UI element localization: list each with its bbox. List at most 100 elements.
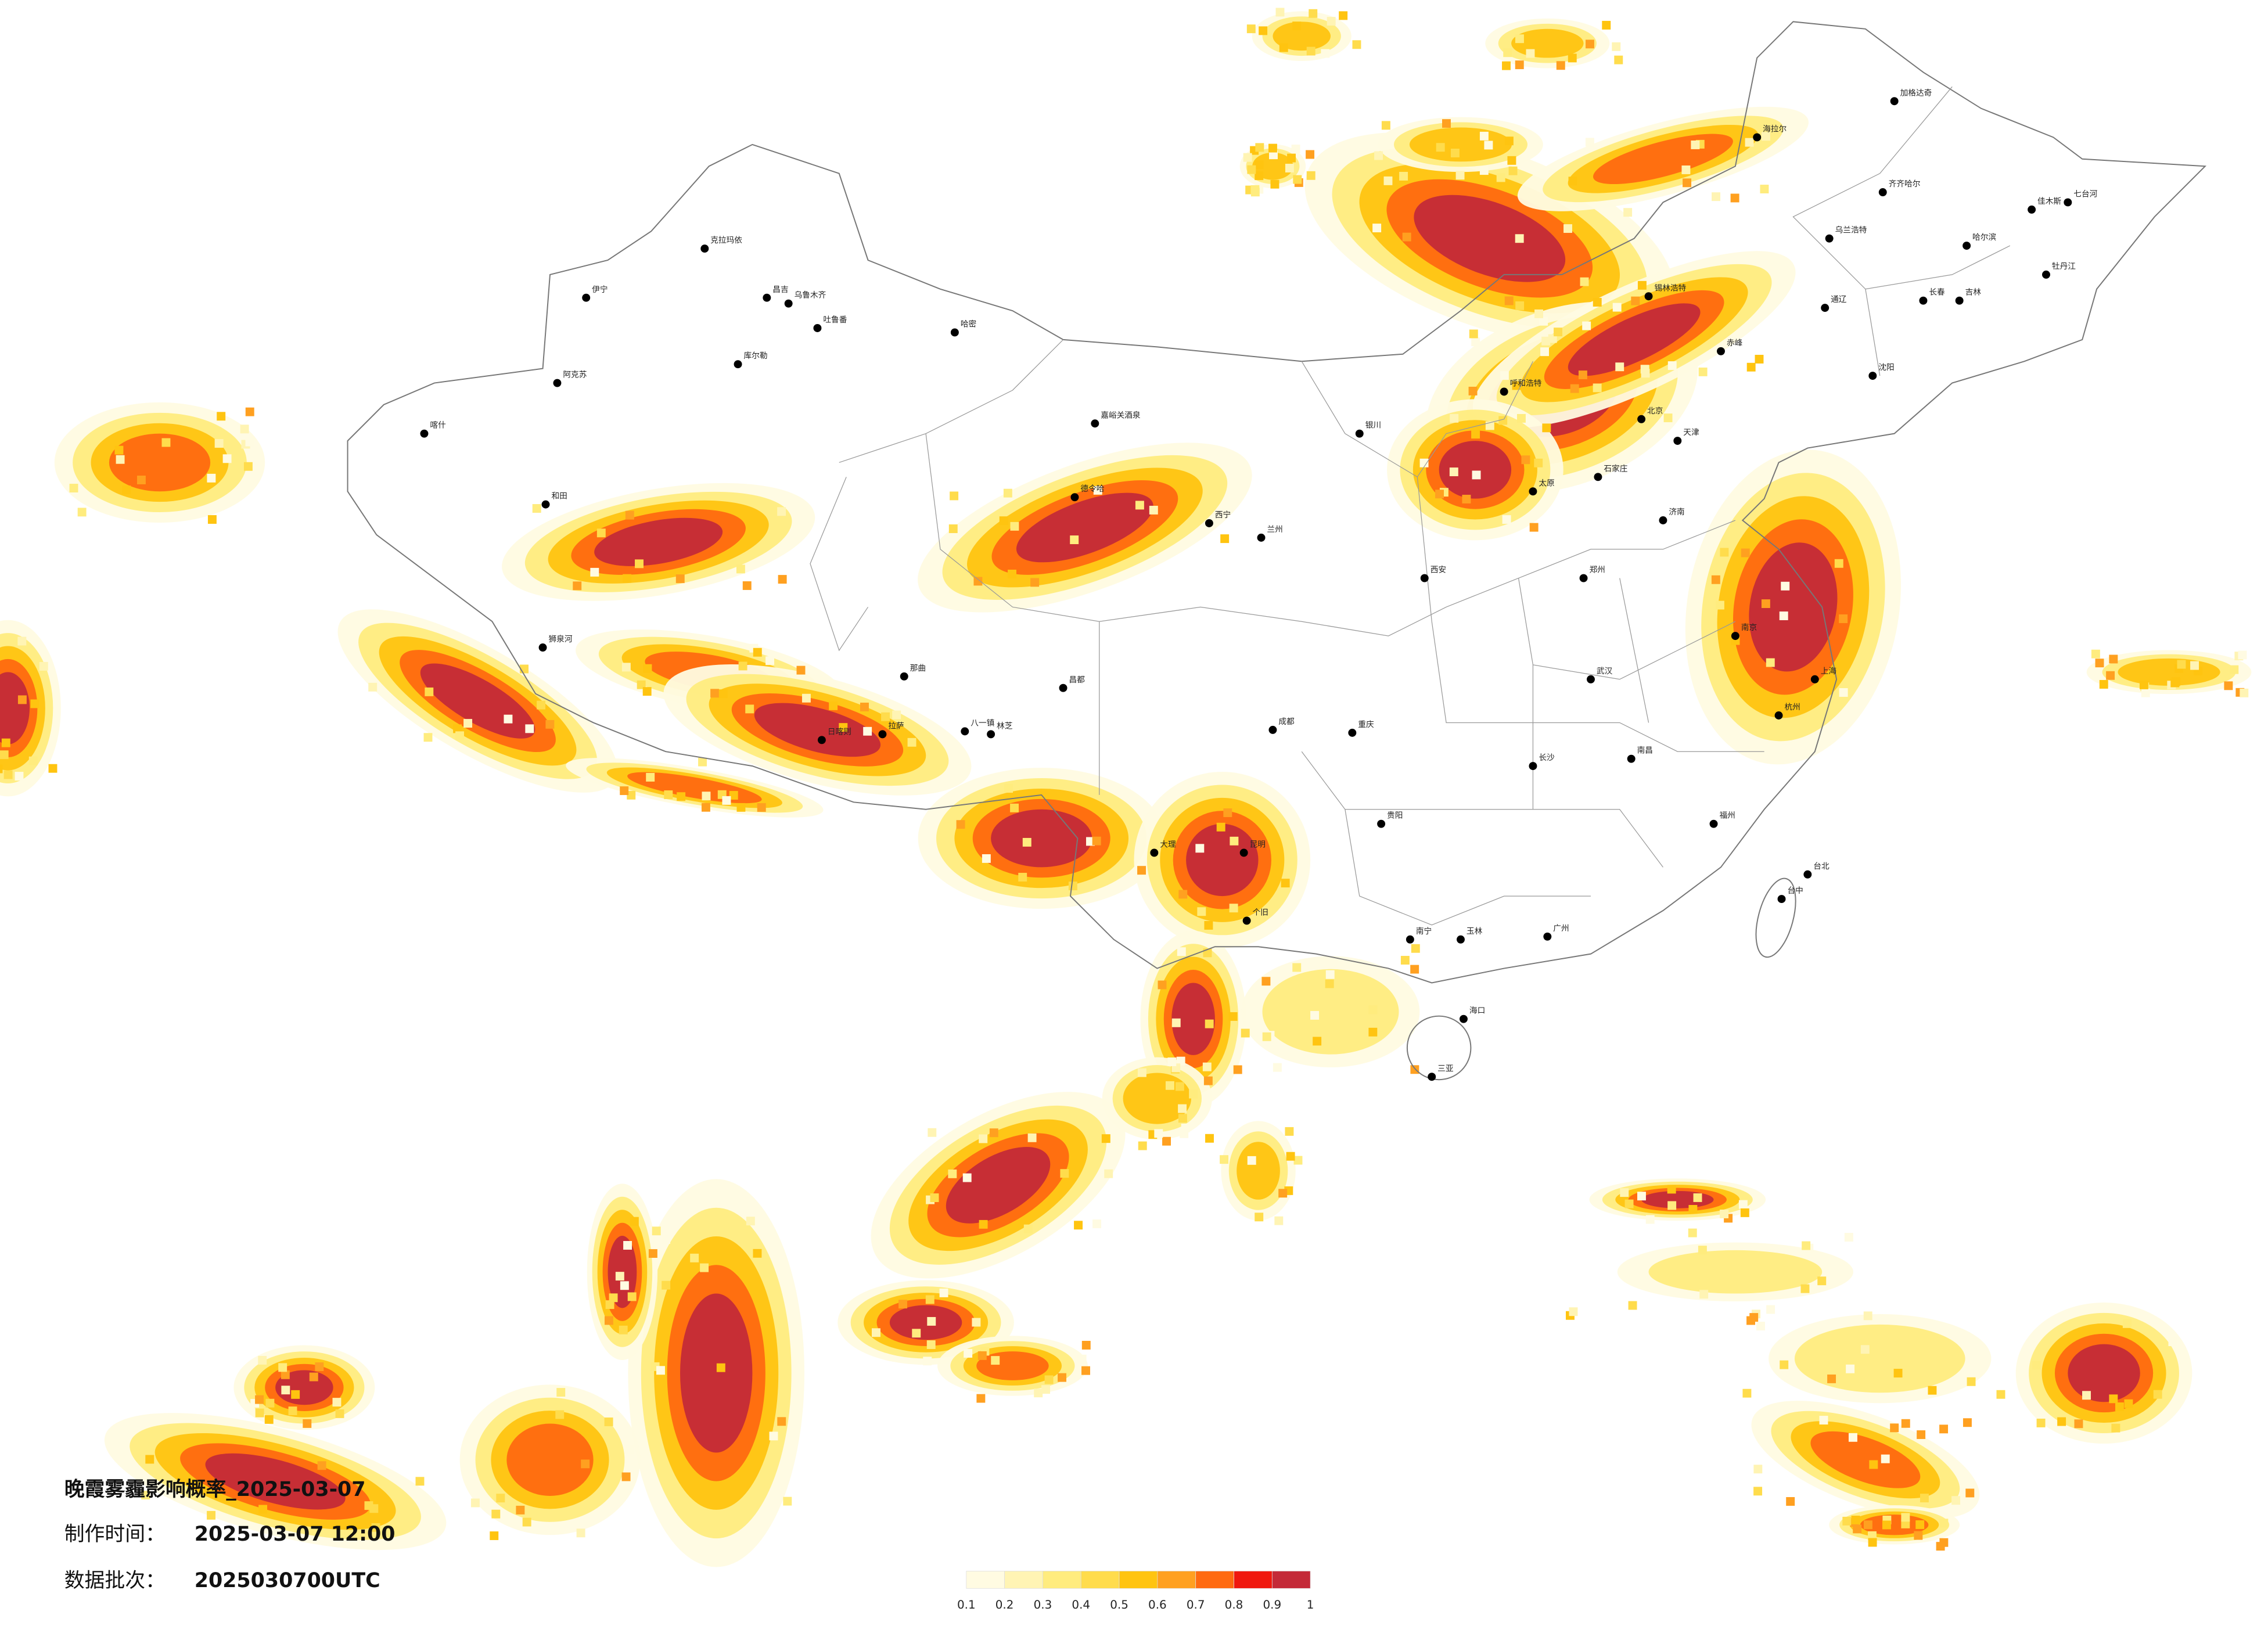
heat-cell (1628, 1301, 1637, 1310)
city-label: 武汉 (1597, 667, 1613, 676)
legend-swatch (1234, 1571, 1273, 1589)
heat-cell (1167, 1057, 1177, 1066)
city-label: 加格达奇 (1900, 88, 1932, 98)
heat-cell (1612, 303, 1622, 312)
heat-cell (245, 437, 254, 447)
city-label: 郑州 (1590, 566, 1605, 575)
heat-cell (1327, 17, 1336, 26)
heat-cell (122, 485, 131, 495)
heat-cell (1220, 534, 1230, 544)
heat-cell (2224, 681, 2233, 690)
city-dot (541, 500, 550, 509)
city-label: 石家庄 (1604, 463, 1627, 473)
city-dot (1717, 347, 1725, 355)
city-dot (1428, 1073, 1436, 1081)
city-dot (420, 429, 429, 438)
city-label: 昆明 (1250, 840, 1266, 849)
heat-cell (1177, 947, 1186, 956)
heat-cell (839, 723, 848, 732)
heat-cell (1853, 1524, 1862, 1534)
heat-cell (1800, 1284, 1810, 1293)
heat-blob (1414, 195, 1566, 282)
heat-cell (1534, 309, 1544, 318)
heat-cell (1077, 1354, 1087, 1364)
heat-cell (1368, 1005, 1378, 1015)
heat-cell (1539, 316, 1548, 326)
heat-cell (1637, 280, 1647, 290)
heat-cell (1882, 1520, 1891, 1530)
heat-cell (623, 1241, 632, 1250)
heat-cell (928, 1128, 937, 1137)
heat-cell (643, 664, 652, 673)
heat-cell (77, 508, 87, 517)
heat-cell (2240, 688, 2249, 697)
heat-cell (1229, 904, 1238, 913)
city-dot (1059, 684, 1067, 692)
heat-cell (1381, 121, 1390, 130)
city-label: 那曲 (910, 664, 926, 673)
heat-cell (1512, 381, 1521, 390)
heat-cell (635, 559, 644, 569)
heat-cell (1516, 413, 1526, 423)
heat-blob (594, 517, 723, 566)
borders (347, 21, 2207, 1081)
heat-cell (1515, 301, 1525, 310)
heat-cell (1529, 523, 1539, 532)
city-dot (1774, 711, 1783, 720)
heat-blob (754, 703, 881, 757)
heat-cell (1104, 1169, 1113, 1178)
heat-cell (1180, 1129, 1189, 1138)
heat-cell (1503, 48, 1512, 57)
heat-cell (664, 790, 673, 799)
city-label: 海口 (1469, 1006, 1485, 1016)
heat-cell (1220, 1155, 1229, 1164)
heat-cell (1556, 61, 1565, 70)
city-dot (1459, 1015, 1468, 1023)
heat-cell (1450, 149, 1460, 157)
heat-blob (946, 1147, 1051, 1224)
heat-cell (2153, 1390, 2162, 1399)
heat-cell (207, 515, 217, 524)
city-label: 南京 (1741, 623, 1757, 632)
heat-cell (1540, 347, 1550, 357)
heat-cell (1881, 1454, 1890, 1463)
city-dot (817, 736, 826, 744)
heat-cell (1502, 515, 1511, 524)
legend-swatch (1080, 1571, 1120, 1589)
heat-cell (1255, 171, 1264, 181)
heat-cell (141, 1491, 150, 1500)
heat-cell (455, 731, 464, 740)
heat-blob (991, 809, 1092, 868)
heat-cell (1568, 177, 1577, 186)
city-dot (1644, 292, 1653, 301)
heat-cell (1851, 1515, 1860, 1524)
heat-cell (718, 689, 728, 699)
heat-cell (1216, 822, 1225, 832)
heat-cell (1255, 160, 1264, 170)
legend-tick: 0.2 (995, 1598, 1014, 1611)
heat-blob (889, 1305, 962, 1340)
city-label: 成都 (1278, 717, 1295, 726)
heat-cell (1368, 1027, 1378, 1037)
heat-blob (1749, 542, 1838, 672)
heat-cell (1093, 485, 1102, 495)
city-label: 呼和浩特 (1510, 379, 1542, 388)
city-dot (1637, 415, 1646, 423)
city-dot (1579, 574, 1588, 582)
heat-cell (1496, 173, 1505, 182)
heat-cell (972, 1318, 981, 1327)
heat-cell (516, 1505, 525, 1515)
heat-cell (977, 1351, 987, 1360)
heat-cell (627, 1292, 637, 1301)
legend-tick: 0.3 (1034, 1598, 1052, 1611)
city-dot (987, 730, 995, 739)
heat-cell (217, 412, 226, 421)
heat-cell (1515, 234, 1524, 243)
legend-tick: 1 (1307, 1598, 1314, 1611)
heat-cell (1867, 1531, 1877, 1540)
heat-cell (605, 1300, 614, 1310)
heat-cell (1279, 43, 1288, 52)
legend: 0.1 0.2 0.3 0.4 0.5 0.6 0.7 0.8 0.9 1 (957, 1571, 1314, 1611)
heat-cell (1178, 1104, 1187, 1113)
heat-blob (1171, 983, 1215, 1055)
